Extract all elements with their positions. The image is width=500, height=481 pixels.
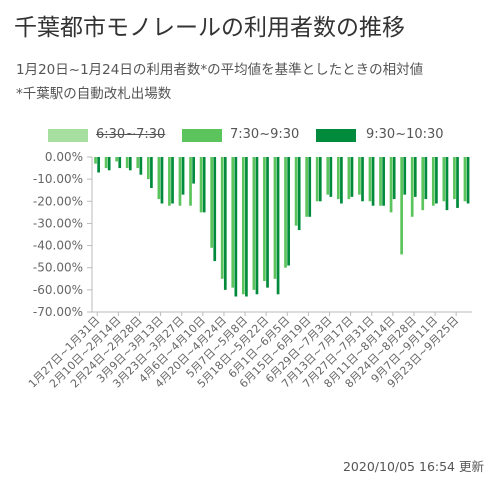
bar-730930-26 [368, 157, 372, 202]
bar-9301030-1 [107, 157, 111, 171]
bar-9301030-3 [128, 157, 132, 171]
bar-730930-22 [326, 157, 330, 195]
y-tick-label: 0.00% [45, 150, 83, 164]
bar-730930-16 [263, 157, 266, 281]
bar-730930-0 [94, 157, 97, 164]
bar-730930-4 [136, 157, 140, 169]
legend-label-series-1: 6:30~7:30 [96, 127, 166, 142]
bar-9301030-12 [223, 157, 227, 290]
bar-9301030-18 [287, 157, 290, 266]
legend-swatch-series-3 [316, 129, 356, 142]
bar-9301030-8 [181, 157, 185, 195]
bar-730930-27 [379, 157, 382, 206]
bar-9301030-35 [466, 157, 470, 204]
bar-730930-20 [305, 157, 308, 217]
bar-730930-35 [463, 157, 467, 202]
bar-730930-10 [199, 157, 203, 213]
bar-9301030-17 [276, 157, 280, 295]
bar-730930-14 [241, 157, 245, 295]
bar-9301030-24 [350, 157, 354, 197]
bar-730930-29 [400, 157, 403, 255]
bar-9301030-26 [371, 157, 375, 206]
bar-730930-34 [453, 157, 456, 200]
bar-730930-6 [157, 157, 161, 200]
bar-730930-5 [146, 157, 150, 180]
bar-9301030-28 [392, 157, 396, 200]
bar-730930-25 [358, 157, 361, 195]
bar-730930-18 [284, 157, 287, 268]
bar-9301030-14 [245, 157, 248, 297]
bar-730930-1 [104, 157, 108, 169]
bar-9301030-0 [97, 157, 100, 173]
bar-9301030-9 [192, 157, 195, 184]
bar-9301030-4 [139, 157, 143, 175]
legend-swatch-series-1 [48, 129, 88, 142]
bar-730930-32 [431, 157, 435, 206]
bar-9301030-19 [297, 157, 301, 231]
bar-9301030-2 [118, 157, 122, 169]
bar-730930-19 [294, 157, 298, 226]
bar-9301030-27 [382, 157, 385, 206]
bar-9301030-10 [202, 157, 206, 213]
legend-label-series-2: 7:30~9:30 [230, 127, 300, 142]
bar-730930-33 [442, 157, 446, 202]
bar-730930-13 [231, 157, 235, 288]
y-tick-label: -60.00% [33, 283, 83, 297]
bar-9301030-31 [424, 157, 428, 200]
bar-730930-7 [168, 157, 171, 206]
bar-9301030-13 [234, 157, 238, 297]
bar-730930-11 [210, 157, 213, 248]
bar-9301030-5 [150, 157, 153, 188]
bar-730930-30 [410, 157, 414, 217]
bar-730930-9 [189, 157, 192, 206]
page-title: 千葉都市モノレールの利用者数の推移 [14, 15, 405, 41]
bar-730930-17 [273, 157, 277, 279]
bar-9301030-7 [171, 157, 174, 204]
bar-9301030-6 [160, 157, 164, 204]
bar-9301030-16 [266, 157, 269, 288]
bar-730930-12 [220, 157, 224, 279]
y-tick-label: -50.00% [33, 261, 83, 275]
bar-730930-28 [389, 157, 393, 213]
bar-9301030-15 [255, 157, 259, 295]
bar-9301030-22 [329, 157, 333, 197]
chart-subtitle: 1月20日~1月24日の利用者数*の平均値を基準としたときの相対値 [16, 62, 424, 78]
y-tick-label: -40.00% [33, 239, 83, 253]
y-tick-label: -10.00% [33, 172, 83, 186]
bar-9301030-33 [445, 157, 449, 211]
bar-730930-24 [347, 157, 351, 200]
bar-9301030-20 [308, 157, 312, 217]
bar-730930-8 [178, 157, 182, 206]
bar-730930-21 [315, 157, 319, 202]
legend-swatch-series-2 [182, 129, 222, 142]
y-tick-label: -70.00% [33, 305, 83, 319]
bar-9301030-32 [435, 157, 438, 204]
bar-730930-23 [336, 157, 340, 200]
bar-9301030-34 [456, 157, 459, 208]
bar-9301030-30 [413, 157, 417, 197]
chart-footnote: *千葉駅の自動改札出場数 [16, 86, 172, 102]
y-tick-label: -20.00% [33, 194, 83, 208]
bar-9301030-11 [213, 157, 217, 262]
bar-9301030-29 [403, 157, 407, 195]
bar-730930-15 [252, 157, 256, 290]
bar-9301030-25 [361, 157, 364, 202]
bar-9301030-23 [340, 157, 343, 204]
y-tick-label: -30.00% [33, 216, 83, 230]
legend-label-series-3: 9:30~10:30 [366, 127, 444, 142]
bar-730930-2 [115, 157, 118, 162]
last-updated: 2020/10/05 16:54 更新 [342, 459, 484, 474]
bar-730930-3 [125, 157, 129, 169]
bar-9301030-21 [318, 157, 322, 202]
bar-730930-31 [421, 157, 425, 211]
